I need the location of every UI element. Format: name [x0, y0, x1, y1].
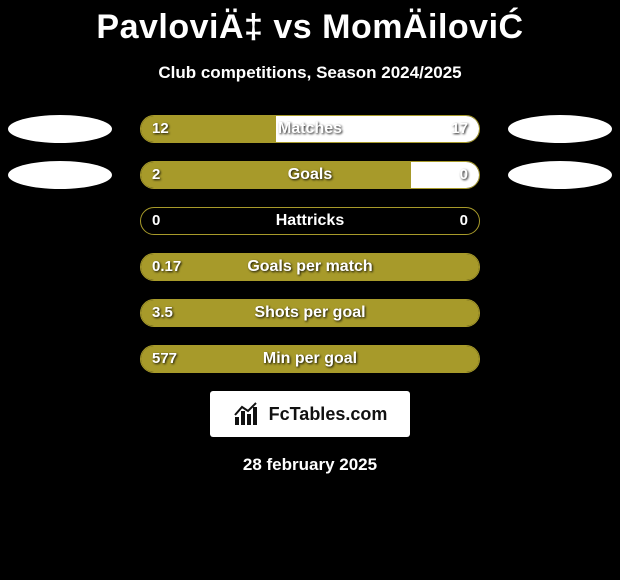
stat-label: Goals per match — [140, 253, 480, 281]
stat-label: Shots per goal — [140, 299, 480, 327]
stat-row: Shots per goal3.5 — [0, 299, 620, 327]
source-logo: FcTables.com — [210, 391, 410, 437]
stat-label: Goals — [140, 161, 480, 189]
stat-row: Goals per match0.17 — [0, 253, 620, 281]
comparison-title: PavloviÄ‡ vs MomÄiloviĆ — [0, 0, 620, 47]
stat-bar: Shots per goal3.5 — [140, 299, 480, 327]
stat-value-left: 3.5 — [152, 299, 173, 327]
generation-date: 28 february 2025 — [0, 455, 620, 475]
chart-icon — [233, 401, 263, 427]
stat-bar: Hattricks0 0 — [140, 207, 480, 235]
stat-value-left: 12 — [152, 115, 169, 143]
stat-row: Matches12 17 — [0, 115, 620, 143]
stat-value-left: 2 — [152, 161, 160, 189]
stat-row: Hattricks0 0 — [0, 207, 620, 235]
stat-row: Goals2 0 — [0, 161, 620, 189]
stat-label: Matches — [140, 115, 480, 143]
stat-row: Min per goal577 — [0, 345, 620, 373]
stat-bar: Goals per match0.17 — [140, 253, 480, 281]
source-logo-text: FcTables.com — [269, 404, 388, 425]
stat-value-left: 0.17 — [152, 253, 181, 281]
stat-label: Hattricks — [140, 207, 480, 235]
stat-value-left: 0 — [152, 207, 160, 235]
stat-bar: Matches12 17 — [140, 115, 480, 143]
player-right-marker — [508, 161, 612, 189]
stat-bar: Goals2 0 — [140, 161, 480, 189]
stat-rows: Matches1217Goals20Hattricks00Goals per m… — [0, 115, 620, 373]
player-left-marker — [8, 161, 112, 189]
player-left-marker — [8, 115, 112, 143]
stat-label: Min per goal — [140, 345, 480, 373]
stat-value-right: 17 — [451, 115, 468, 143]
comparison-subtitle: Club competitions, Season 2024/2025 — [0, 63, 620, 83]
stat-bar: Min per goal577 — [140, 345, 480, 373]
stat-value-right: 0 — [460, 207, 468, 235]
stat-value-right: 0 — [460, 161, 468, 189]
player-right-marker — [508, 115, 612, 143]
stat-value-left: 577 — [152, 345, 177, 373]
